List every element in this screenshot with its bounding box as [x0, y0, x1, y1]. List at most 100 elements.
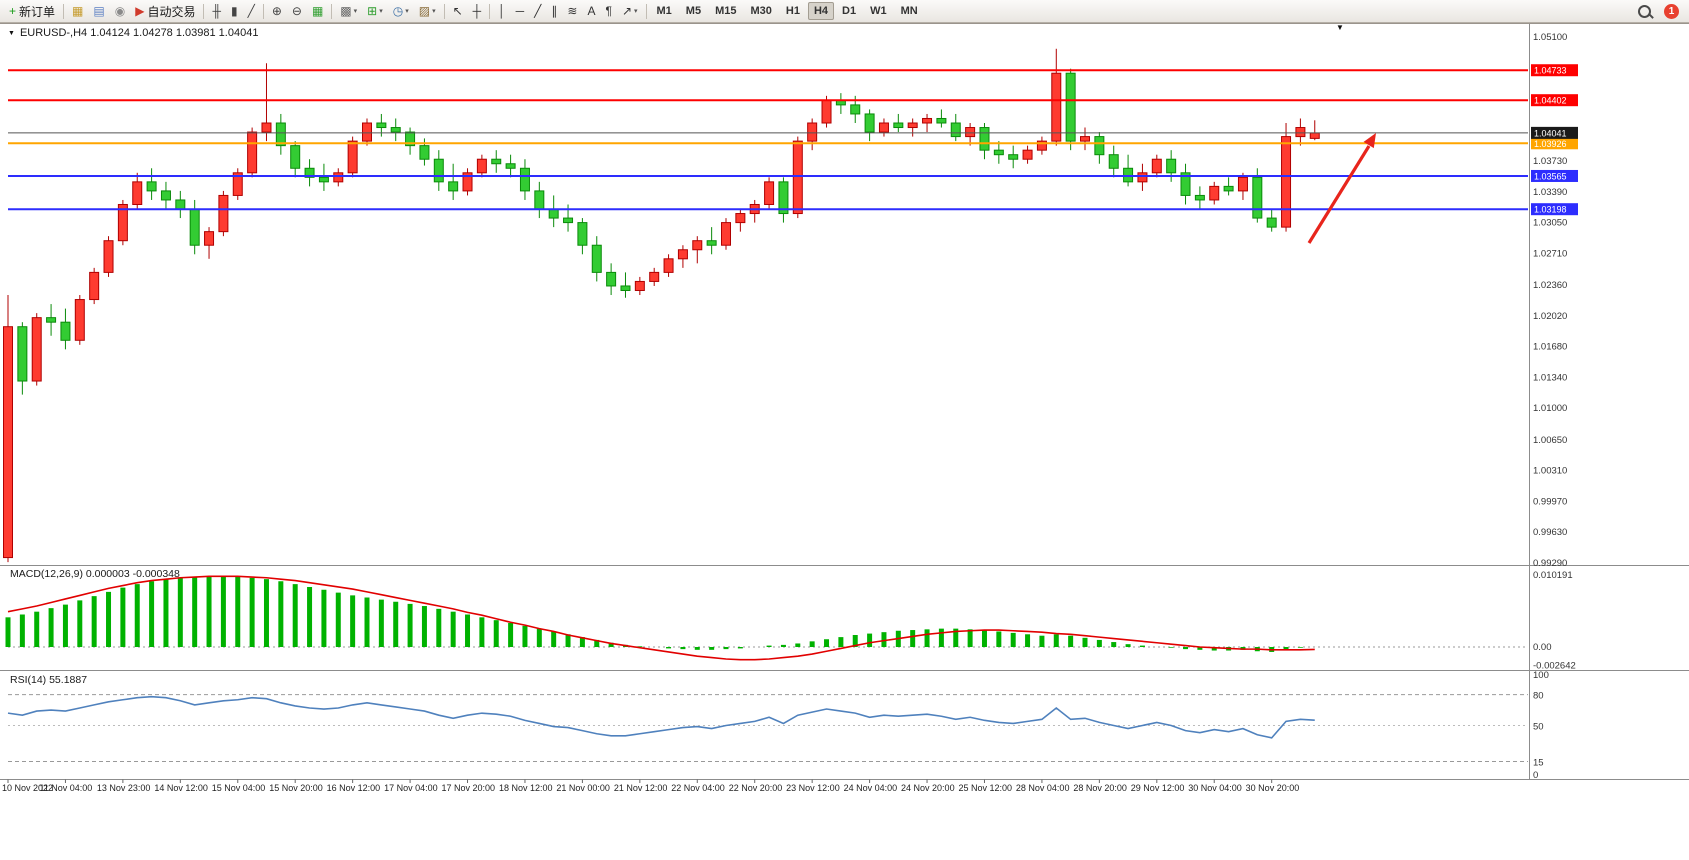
axis-label: 1.01340 — [1533, 372, 1567, 383]
chart-window-icon: ▦ — [72, 4, 84, 18]
candlesticks — [3, 48, 1320, 563]
periods-button[interactable]: ◷ ▾ — [389, 2, 413, 21]
time-axis-label: 17 Nov 20:00 — [442, 783, 496, 793]
axis-label: 1.03730 — [1533, 156, 1567, 167]
timeframe-m30-button[interactable]: M30 — [750, 5, 772, 17]
new-order-icon: + — [9, 4, 17, 18]
axis-label: 1.00650 — [1533, 435, 1567, 446]
axis-label: 1.02710 — [1533, 248, 1567, 259]
new-chart-button[interactable]: ▩ ▾ — [336, 2, 361, 21]
axis-label: 1.01680 — [1533, 342, 1567, 353]
data-window-icon: ◉ — [114, 4, 126, 18]
new-order-button-label: 新订单 — [19, 4, 56, 19]
caret-down-icon: ▾ — [634, 8, 638, 15]
axis-label: 1.04733 — [1534, 66, 1567, 76]
time-axis-label: 24 Nov 04:00 — [844, 783, 898, 793]
toolbar-separator — [443, 3, 445, 19]
autotrading-button[interactable]: ▶ 自动交易 — [131, 2, 199, 21]
zoom-in-button[interactable]: ⊕ — [268, 2, 286, 21]
chart-window-button[interactable]: ▦ — [68, 2, 87, 21]
text-label-button[interactable]: ¶ — [601, 2, 615, 21]
cursor-icon: ↖ — [452, 4, 463, 18]
indicators-icon: ⊞ — [367, 4, 378, 18]
axis-label: 1.03050 — [1533, 218, 1567, 229]
axis-label: 1.02360 — [1533, 280, 1567, 291]
timeframe-mn-button[interactable]: MN — [900, 5, 918, 17]
timeframe-h1-button[interactable]: H1 — [785, 5, 800, 17]
axis-label: 1.02020 — [1533, 311, 1567, 322]
arrow-annotation[interactable] — [1307, 133, 1376, 244]
axis-label: 0.99630 — [1533, 527, 1567, 538]
time-axis-label: 13 Nov 23:00 — [97, 783, 151, 793]
zoom-out-button[interactable]: ⊖ — [288, 2, 306, 21]
notification-badge[interactable]: 1 — [1664, 3, 1679, 19]
timeframe-w1-button[interactable]: W1 — [870, 5, 887, 17]
vertical-line-button[interactable]: │ — [494, 2, 510, 21]
profiles-button[interactable]: ▤ — [89, 2, 108, 21]
caret-down-icon: ▾ — [353, 8, 358, 15]
timeframe-d1-button[interactable]: D1 — [842, 5, 857, 17]
equidistant-channel-button[interactable]: ∥ — [547, 2, 561, 21]
new-order-button[interactable]: + 新订单 — [5, 2, 59, 21]
axis-label: 0.00 — [1533, 642, 1552, 653]
line-chart-button[interactable]: ╱ — [244, 2, 259, 21]
main-toolbar: + 新订单 ▦ ▤ ◉ ▶ 自动交易 ╫ ▮ ╱ ⊕ ⊖ ▦ ▩ ▾ ⊞ ▾ ◷ ▾ ▨ ▾ ↖ ┼ │ ─ ╱ ∥ ≋ A ¶ ↗ ▾ M1 M… — [0, 0, 1689, 23]
timeframe-m1-button[interactable]: M1 — [656, 5, 672, 17]
timeframe-m5-button[interactable]: M5 — [685, 5, 702, 17]
text-button[interactable]: A — [583, 2, 599, 21]
arrows-button[interactable]: ↗ ▾ — [618, 2, 642, 21]
equidistant-channel-icon: ∥ — [551, 4, 558, 18]
zoom-in-icon: ⊕ — [271, 4, 282, 18]
cursor-button[interactable]: ↖ — [449, 2, 467, 21]
time-axis-label: 15 Nov 20:00 — [269, 783, 323, 793]
axis-label: 100 — [1533, 670, 1549, 681]
bar-chart-icon: ╫ — [212, 4, 221, 18]
collapse-objects-icon[interactable]: ▼ — [8, 29, 15, 37]
profiles-icon: ▤ — [93, 4, 105, 18]
new-chart-icon: ▩ — [340, 4, 352, 18]
symbol-info: ▼ EURUSD-,H4 1.04124 1.04278 1.03981 1.0… — [8, 27, 258, 39]
search-icon — [1638, 4, 1651, 18]
axis-label: 1.03198 — [1534, 205, 1567, 215]
templates-icon: ▨ — [418, 4, 431, 18]
bar-chart-button[interactable]: ╫ — [208, 2, 225, 21]
tile-windows-button[interactable]: ▦ — [308, 2, 327, 21]
trendline-button[interactable]: ╱ — [530, 2, 545, 21]
trendline-icon: ╱ — [534, 4, 542, 18]
horizontal-line-button[interactable]: ─ — [512, 2, 529, 21]
search-button[interactable] — [1634, 2, 1655, 21]
chart-shift-icon[interactable]: ▼ — [1336, 23, 1344, 32]
axis-label: 1.03390 — [1533, 187, 1567, 198]
axis-label: 1.03926 — [1534, 139, 1567, 149]
time-axis-label: 11 Nov 04:00 — [39, 783, 92, 793]
macd-histogram — [5, 576, 1318, 652]
templates-button[interactable]: ▨ ▾ — [415, 2, 440, 21]
time-axis-label: 16 Nov 12:00 — [327, 783, 381, 793]
time-axis-label: 21 Nov 00:00 — [556, 783, 610, 793]
time-axis-label: 22 Nov 04:00 — [671, 783, 725, 793]
toolbar-separator — [489, 3, 491, 19]
toolbar-separator — [645, 3, 647, 19]
axis-label: 0 — [1533, 770, 1538, 781]
symbol-info-text: EURUSD-,H4 1.04124 1.04278 1.03981 1.040… — [19, 27, 259, 39]
vertical-line-icon: │ — [498, 4, 506, 18]
time-axis-label: 28 Nov 04:00 — [1016, 783, 1070, 793]
crosshair-button[interactable]: ┼ — [469, 2, 486, 21]
timeframe-m15-button[interactable]: M15 — [715, 5, 737, 17]
candlestick-chart-button[interactable]: ▮ — [227, 2, 242, 21]
fibonacci-icon: ≋ — [567, 4, 578, 18]
text-icon: A — [587, 4, 596, 18]
time-axis-label: 30 Nov 20:00 — [1246, 783, 1300, 793]
fibonacci-button[interactable]: ≋ — [563, 2, 581, 21]
time-axis-label: 21 Nov 12:00 — [614, 783, 668, 793]
timeframe-h4-button[interactable]: H4 — [807, 2, 835, 20]
arrows-icon: ↗ — [621, 4, 632, 18]
time-axis-label: 30 Nov 04:00 — [1188, 783, 1242, 793]
price-level-label — [1531, 137, 1578, 150]
indicators-button[interactable]: ⊞ ▾ — [363, 2, 387, 21]
periods-icon: ◷ — [392, 4, 404, 18]
axis-label: 0.99290 — [1533, 558, 1567, 569]
time-axis-label: 25 Nov 12:00 — [958, 783, 1012, 793]
data-window-button[interactable]: ◉ — [111, 2, 129, 21]
